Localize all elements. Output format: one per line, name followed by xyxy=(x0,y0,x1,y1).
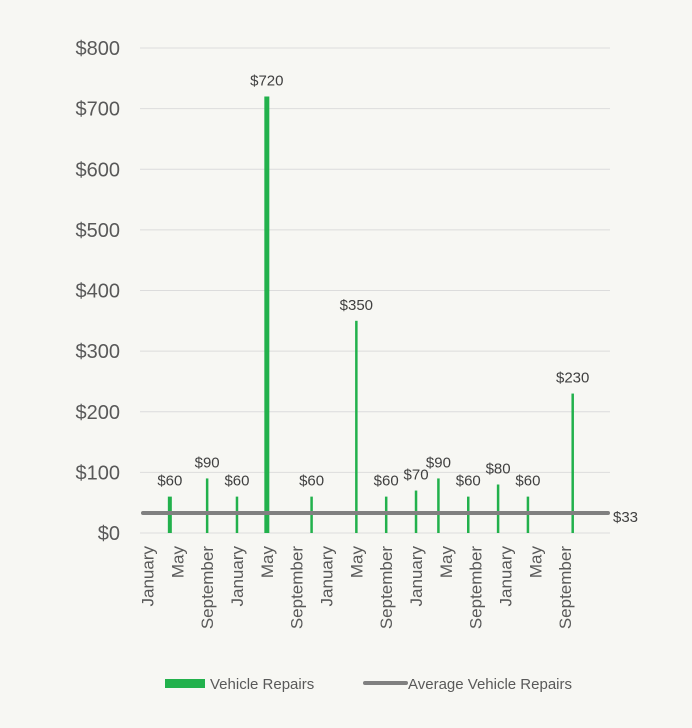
legend-swatch-bars xyxy=(165,679,205,688)
x-tick-label: May xyxy=(437,546,456,579)
legend-label: Vehicle Repairs xyxy=(210,676,314,693)
data-label: $60 xyxy=(299,473,324,490)
data-label: $60 xyxy=(224,473,249,490)
x-tick-label: September xyxy=(556,546,575,629)
data-label: $60 xyxy=(157,473,182,490)
data-labels: $60$90$60$720$60$350$60 $70$90$60$80$60$2… xyxy=(157,73,589,490)
x-tick-label: May xyxy=(168,546,187,579)
y-tick-label: $200 xyxy=(76,402,121,424)
data-label: $60 xyxy=(456,473,481,490)
bar xyxy=(264,96,270,533)
x-tick-label: January xyxy=(407,546,426,607)
y-tick-label: $400 xyxy=(76,281,121,303)
bar xyxy=(571,393,574,533)
data-label: $720 xyxy=(250,73,283,90)
y-tick-label: $0 xyxy=(98,523,120,545)
x-tick-label: September xyxy=(377,546,396,629)
x-axis-ticks: January May September January May September Ja… xyxy=(138,546,575,630)
average-label: $33 xyxy=(613,509,638,526)
average-line-group: $33 xyxy=(141,509,638,526)
legend-label: Average Vehicle Repairs xyxy=(408,676,572,693)
bar xyxy=(496,484,500,533)
x-tick-label: January xyxy=(497,546,516,607)
y-tick-label: $300 xyxy=(76,341,121,363)
data-label: $70 xyxy=(404,467,429,484)
y-tick-label: $800 xyxy=(76,38,121,60)
data-label: $80 xyxy=(486,461,511,478)
x-tick-label: January xyxy=(318,546,337,607)
y-tick-label: $600 xyxy=(76,159,121,181)
bar xyxy=(437,478,440,533)
x-tick-label: May xyxy=(526,546,545,579)
data-label: $60 xyxy=(374,473,399,490)
x-tick-label: September xyxy=(467,546,486,629)
y-tick-label: $100 xyxy=(76,462,121,484)
x-tick-label: September xyxy=(198,546,217,629)
x-tick-label: September xyxy=(288,546,307,629)
data-label: $350 xyxy=(340,297,373,314)
data-label: $230 xyxy=(556,370,589,387)
y-tick-label: $500 xyxy=(76,220,121,242)
x-tick-label: January xyxy=(228,546,247,607)
bars xyxy=(167,96,574,533)
data-label: $60 xyxy=(515,473,540,490)
bar xyxy=(205,478,209,533)
x-tick-label: May xyxy=(347,546,366,579)
y-tick-label: $700 xyxy=(76,99,121,121)
data-label: $90 xyxy=(195,454,220,471)
x-tick-label: May xyxy=(258,546,277,579)
x-tick-label: January xyxy=(138,546,157,607)
gridlines xyxy=(140,47,610,534)
y-axis-ticks: $0 $100 $200 $300 $400 $500 $600 $700 $800 xyxy=(76,38,121,545)
bar xyxy=(355,320,358,533)
legend: Vehicle Repairs Average Vehicle Repairs xyxy=(165,676,572,693)
data-label: $90 xyxy=(426,454,451,471)
